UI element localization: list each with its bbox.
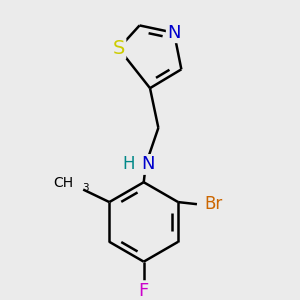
Text: CH: CH xyxy=(54,176,74,190)
Text: S: S xyxy=(112,39,125,58)
Text: 3: 3 xyxy=(82,184,89,194)
Text: N: N xyxy=(141,155,155,173)
Text: Br: Br xyxy=(205,195,223,213)
Text: F: F xyxy=(139,282,149,300)
Text: N: N xyxy=(167,24,181,42)
Text: H: H xyxy=(123,155,135,173)
